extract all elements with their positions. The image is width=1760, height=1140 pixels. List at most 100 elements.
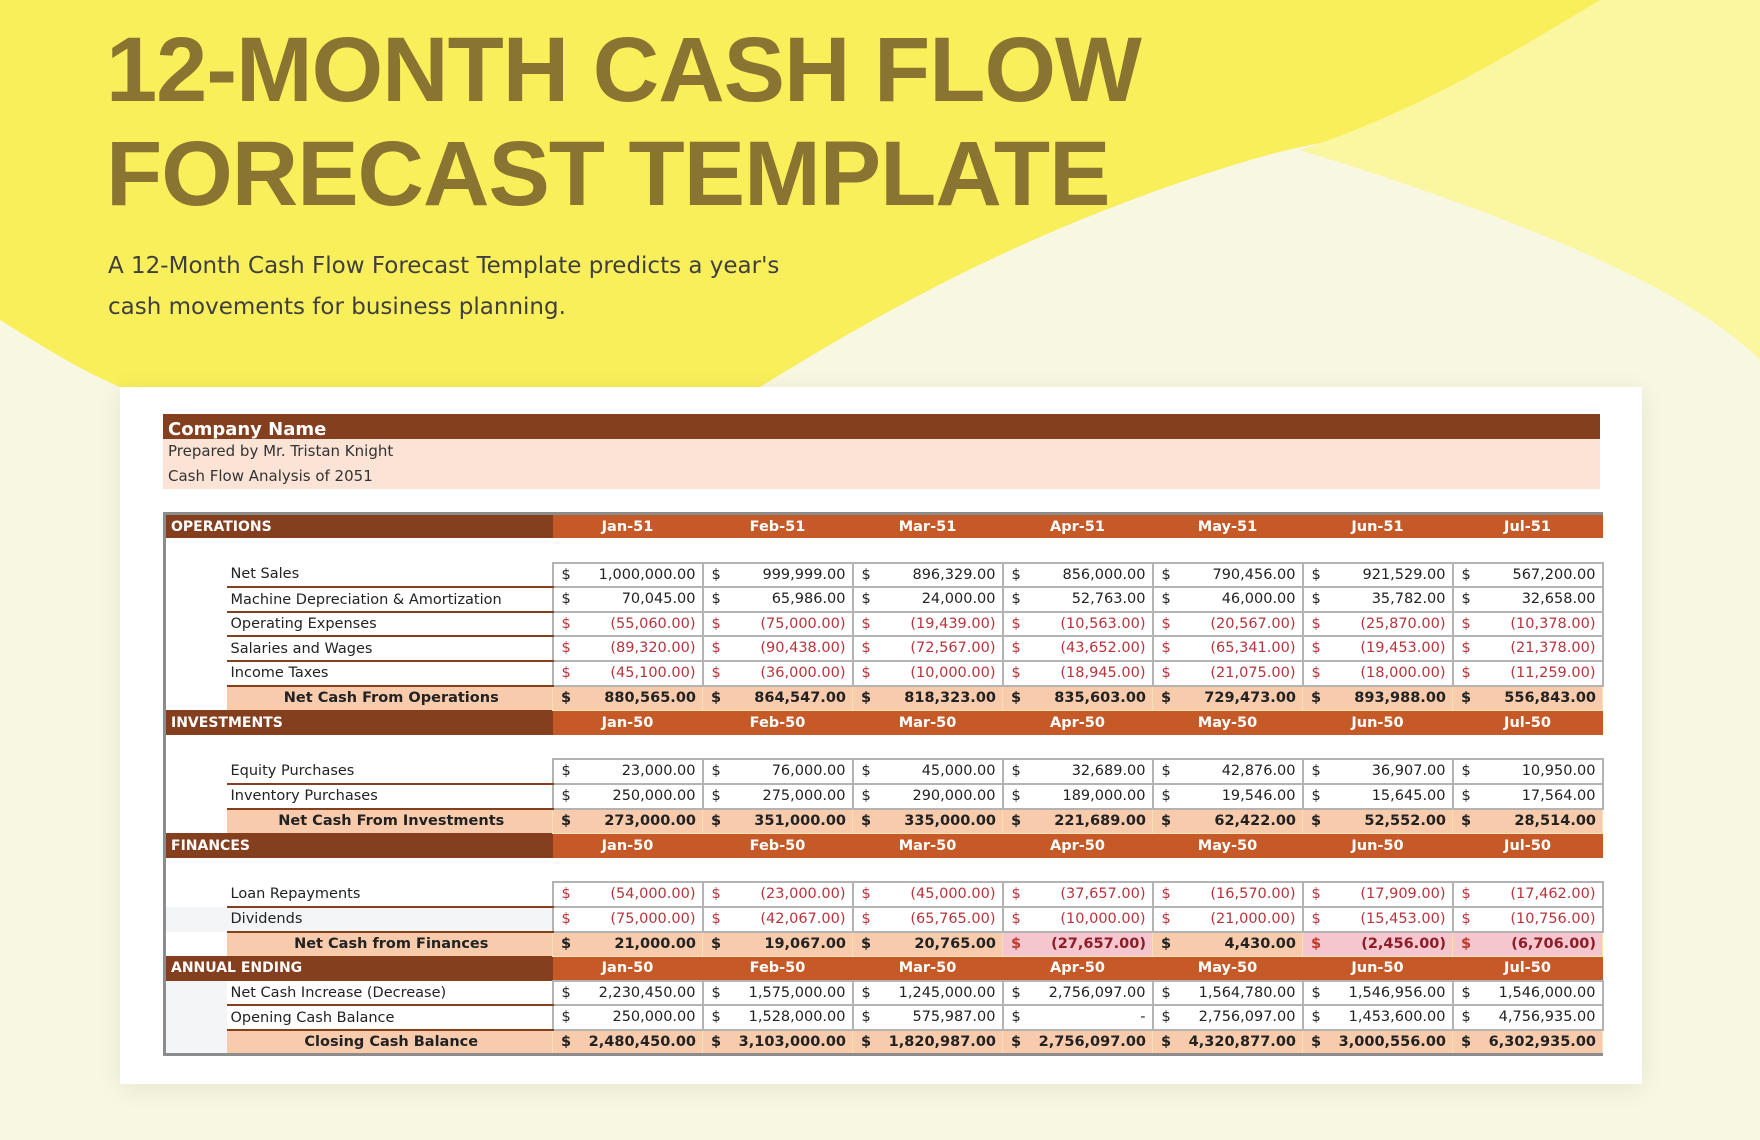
month-header[interactable]: May-51 <box>1152 513 1303 539</box>
month-header[interactable]: Jun-50 <box>1302 710 1453 735</box>
value-cell[interactable]: $1,546,956.00 <box>1301 979 1454 1007</box>
value-cell[interactable]: $567,200.00 <box>1451 561 1604 589</box>
value-cell[interactable]: $2,756,097.00 <box>1002 1029 1153 1056</box>
value-cell[interactable]: $52,552.00 <box>1302 808 1453 834</box>
row-label[interactable]: Equity Purchases <box>226 759 553 786</box>
value-cell[interactable]: $ (2,456.00) <box>1302 931 1453 957</box>
value-cell[interactable]: $2,480,450.00 <box>552 1029 703 1056</box>
value-cell[interactable]: $ (54,000.00) <box>551 881 704 908</box>
value-cell[interactable]: $ (55,060.00) <box>551 610 704 638</box>
value-cell[interactable]: $28,514.00 <box>1452 808 1603 834</box>
value-cell[interactable]: $45,000.00 <box>851 758 1004 786</box>
value-cell[interactable]: $ - <box>1001 1004 1154 1031</box>
value-cell[interactable]: $818,323.00 <box>852 685 1003 711</box>
value-cell[interactable]: $351,000.00 <box>702 808 853 834</box>
value-cell[interactable]: $275,000.00 <box>701 783 854 810</box>
value-cell[interactable]: $4,756,935.00 <box>1451 1004 1604 1031</box>
value-cell[interactable]: $24,000.00 <box>851 586 1004 613</box>
value-cell[interactable]: $ (89,320.00) <box>551 635 704 663</box>
row-label[interactable]: Closing Cash Balance <box>226 1029 553 1055</box>
value-cell[interactable]: $ (65,765.00) <box>851 906 1004 933</box>
value-cell[interactable]: $ (11,259.00) <box>1451 660 1604 687</box>
value-cell[interactable]: $ (10,756.00) <box>1451 906 1604 933</box>
value-cell[interactable]: $6,302,935.00 <box>1452 1029 1603 1056</box>
month-header[interactable]: Jun-50 <box>1302 833 1453 858</box>
month-header[interactable]: Mar-50 <box>852 833 1003 858</box>
row-label[interactable]: Operating Expenses <box>226 611 553 638</box>
value-cell[interactable]: $4,430.00 <box>1152 931 1303 957</box>
month-header[interactable]: Apr-50 <box>1002 833 1153 858</box>
row-label[interactable]: Income Taxes <box>226 661 553 687</box>
month-header[interactable]: Mar-50 <box>852 956 1003 981</box>
value-cell[interactable]: $1,245,000.00 <box>851 979 1004 1007</box>
value-cell[interactable]: $21,000.00 <box>552 931 703 957</box>
value-cell[interactable]: $ (75,000.00) <box>551 906 704 933</box>
value-cell[interactable]: $1,000,000.00 <box>551 561 704 589</box>
section-title[interactable]: FINANCES <box>164 833 553 858</box>
value-cell[interactable]: $ (65,341.00) <box>1151 635 1304 663</box>
value-cell[interactable]: $189,000.00 <box>1001 783 1154 810</box>
row-label[interactable]: Net Sales <box>226 562 553 589</box>
row-label[interactable]: Net Cash From Investments <box>226 808 553 834</box>
value-cell[interactable]: $ (37,657.00) <box>1001 881 1154 908</box>
value-cell[interactable]: $62,422.00 <box>1152 808 1303 834</box>
analysis-title[interactable]: Cash Flow Analysis of 2051 <box>168 467 373 485</box>
month-header[interactable]: Jun-50 <box>1302 956 1453 981</box>
section-title[interactable]: OPERATIONS <box>164 513 553 539</box>
value-cell[interactable]: $ (18,945.00) <box>1001 660 1154 687</box>
value-cell[interactable]: $1,528,000.00 <box>701 1004 854 1031</box>
row-label[interactable]: Net Cash Increase (Decrease) <box>226 980 553 1007</box>
value-cell[interactable]: $ (75,000.00) <box>701 610 854 638</box>
value-cell[interactable]: $864,547.00 <box>702 685 853 711</box>
row-label[interactable]: Loan Repayments <box>226 882 553 908</box>
month-header[interactable]: Feb-50 <box>702 956 853 981</box>
value-cell[interactable]: $290,000.00 <box>851 783 1004 810</box>
month-header[interactable]: Feb-51 <box>702 513 853 539</box>
value-cell[interactable]: $20,765.00 <box>852 931 1003 957</box>
value-cell[interactable]: $921,529.00 <box>1301 561 1454 589</box>
value-cell[interactable]: $556,843.00 <box>1452 685 1603 711</box>
value-cell[interactable]: $575,987.00 <box>851 1004 1004 1031</box>
value-cell[interactable]: $ (23,000.00) <box>701 881 854 908</box>
value-cell[interactable]: $19,067.00 <box>702 931 853 957</box>
value-cell[interactable]: $ (21,000.00) <box>1151 906 1304 933</box>
value-cell[interactable]: $856,000.00 <box>1001 561 1154 589</box>
row-label[interactable]: Opening Cash Balance <box>226 1005 553 1031</box>
month-header[interactable]: Feb-50 <box>702 833 853 858</box>
value-cell[interactable]: $1,564,780.00 <box>1151 979 1304 1007</box>
value-cell[interactable]: $2,230,450.00 <box>551 979 704 1007</box>
value-cell[interactable]: $2,756,097.00 <box>1151 1004 1304 1031</box>
value-cell[interactable]: $250,000.00 <box>551 783 704 810</box>
value-cell[interactable]: $ (15,453.00) <box>1301 906 1454 933</box>
value-cell[interactable]: $ (16,570.00) <box>1151 881 1304 908</box>
value-cell[interactable]: $729,473.00 <box>1152 685 1303 711</box>
value-cell[interactable]: $ (10,378.00) <box>1451 610 1604 638</box>
value-cell[interactable]: $52,763.00 <box>1001 586 1154 613</box>
row-label[interactable]: Net Cash from Finances <box>226 931 553 957</box>
month-header[interactable]: Jul-50 <box>1452 710 1603 735</box>
value-cell[interactable]: $35,782.00 <box>1301 586 1454 613</box>
value-cell[interactable]: $ (19,439.00) <box>851 610 1004 638</box>
month-header[interactable]: May-50 <box>1152 956 1303 981</box>
value-cell[interactable]: $835,603.00 <box>1002 685 1153 711</box>
value-cell[interactable]: $ (42,067.00) <box>701 906 854 933</box>
value-cell[interactable]: $3,103,000.00 <box>702 1029 853 1056</box>
section-title[interactable]: INVESTMENTS <box>164 710 553 735</box>
month-header[interactable]: Feb-50 <box>702 710 853 735</box>
row-label[interactable]: Net Cash From Operations <box>226 685 553 711</box>
value-cell[interactable]: $ (45,000.00) <box>851 881 1004 908</box>
value-cell[interactable]: $65,986.00 <box>701 586 854 613</box>
value-cell[interactable]: $893,988.00 <box>1302 685 1453 711</box>
month-header[interactable]: Jan-50 <box>552 956 703 981</box>
value-cell[interactable]: $ (10,000.00) <box>851 660 1004 687</box>
value-cell[interactable]: $23,000.00 <box>551 758 704 786</box>
month-header[interactable]: May-50 <box>1152 710 1303 735</box>
month-header[interactable]: Apr-50 <box>1002 956 1153 981</box>
prepared-by[interactable]: Prepared by Mr. Tristan Knight <box>168 442 394 460</box>
value-cell[interactable]: $ (72,567.00) <box>851 635 1004 663</box>
value-cell[interactable]: $ (25,870.00) <box>1301 610 1454 638</box>
value-cell[interactable]: $ (90,438.00) <box>701 635 854 663</box>
value-cell[interactable]: $15,645.00 <box>1301 783 1454 810</box>
value-cell[interactable]: $ (27,657.00) <box>1002 931 1153 957</box>
value-cell[interactable]: $ (21,075.00) <box>1151 660 1304 687</box>
